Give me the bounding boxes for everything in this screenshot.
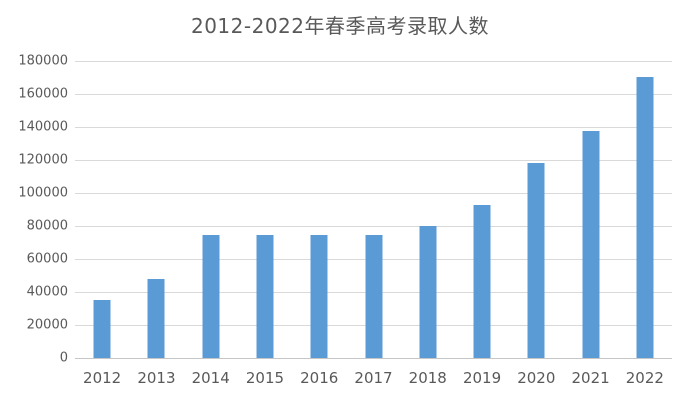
plot-area	[75, 61, 672, 359]
x-tick-label-2015: 2015	[245, 369, 285, 387]
x-tick-label-2016: 2016	[300, 369, 339, 387]
bar-2016	[310, 235, 328, 358]
y-tick-label-20000: 20000	[26, 317, 68, 333]
gridline-100000	[75, 192, 672, 194]
gridline-140000	[75, 126, 672, 128]
bar-2015	[256, 235, 274, 358]
y-tick-label-160000: 160000	[18, 86, 68, 102]
y-tick-label-60000: 60000	[26, 251, 68, 267]
gridline-180000	[75, 61, 672, 62]
gridline-80000	[75, 226, 672, 227]
bar-2018	[419, 226, 437, 358]
bar-2020	[527, 163, 545, 358]
x-tick-label-2021: 2021	[571, 369, 610, 387]
y-tick-label-120000: 120000	[18, 152, 68, 168]
y-tick-label-100000: 100000	[18, 185, 68, 201]
gridline-120000	[75, 160, 672, 161]
bar-2017	[365, 235, 382, 358]
x-tick-label-2013: 2013	[137, 369, 176, 387]
gridline-0	[75, 358, 672, 359]
x-axis: 2012 2013 2014 2015 2016 2017 2018 2019 2020 2021…	[75, 369, 672, 393]
x-tick-label-2014: 2014	[191, 369, 230, 387]
x-tick-label-2017: 2017	[354, 369, 393, 387]
y-axis: 0 20000 40000 60000 80000 100000 120000 140000 1…	[0, 54, 68, 366]
y-tick-label-140000: 140000	[18, 119, 68, 135]
y-tick-label-80000: 80000	[26, 218, 68, 234]
y-tick-label-40000: 40000	[26, 284, 68, 300]
x-tick-label-2012: 2012	[83, 369, 122, 387]
bar-2013	[147, 278, 165, 358]
bar-2022	[636, 76, 654, 358]
bar-2019	[473, 204, 491, 358]
bar-2012	[93, 300, 111, 358]
gridline-160000	[75, 93, 672, 95]
y-tick-label-0: 0	[59, 350, 68, 366]
bar-2021	[582, 131, 600, 358]
y-tick-label-180000: 180000	[18, 53, 68, 69]
x-tick-label-2020: 2020	[517, 369, 556, 387]
x-tick-label-2019: 2019	[462, 369, 502, 387]
chart-title: 2012-2022年春季高考录取人数	[190, 14, 489, 38]
x-tick-label-2018: 2018	[408, 369, 447, 387]
x-tick-label-2022: 2022	[625, 369, 664, 387]
bar-2014	[202, 235, 220, 358]
